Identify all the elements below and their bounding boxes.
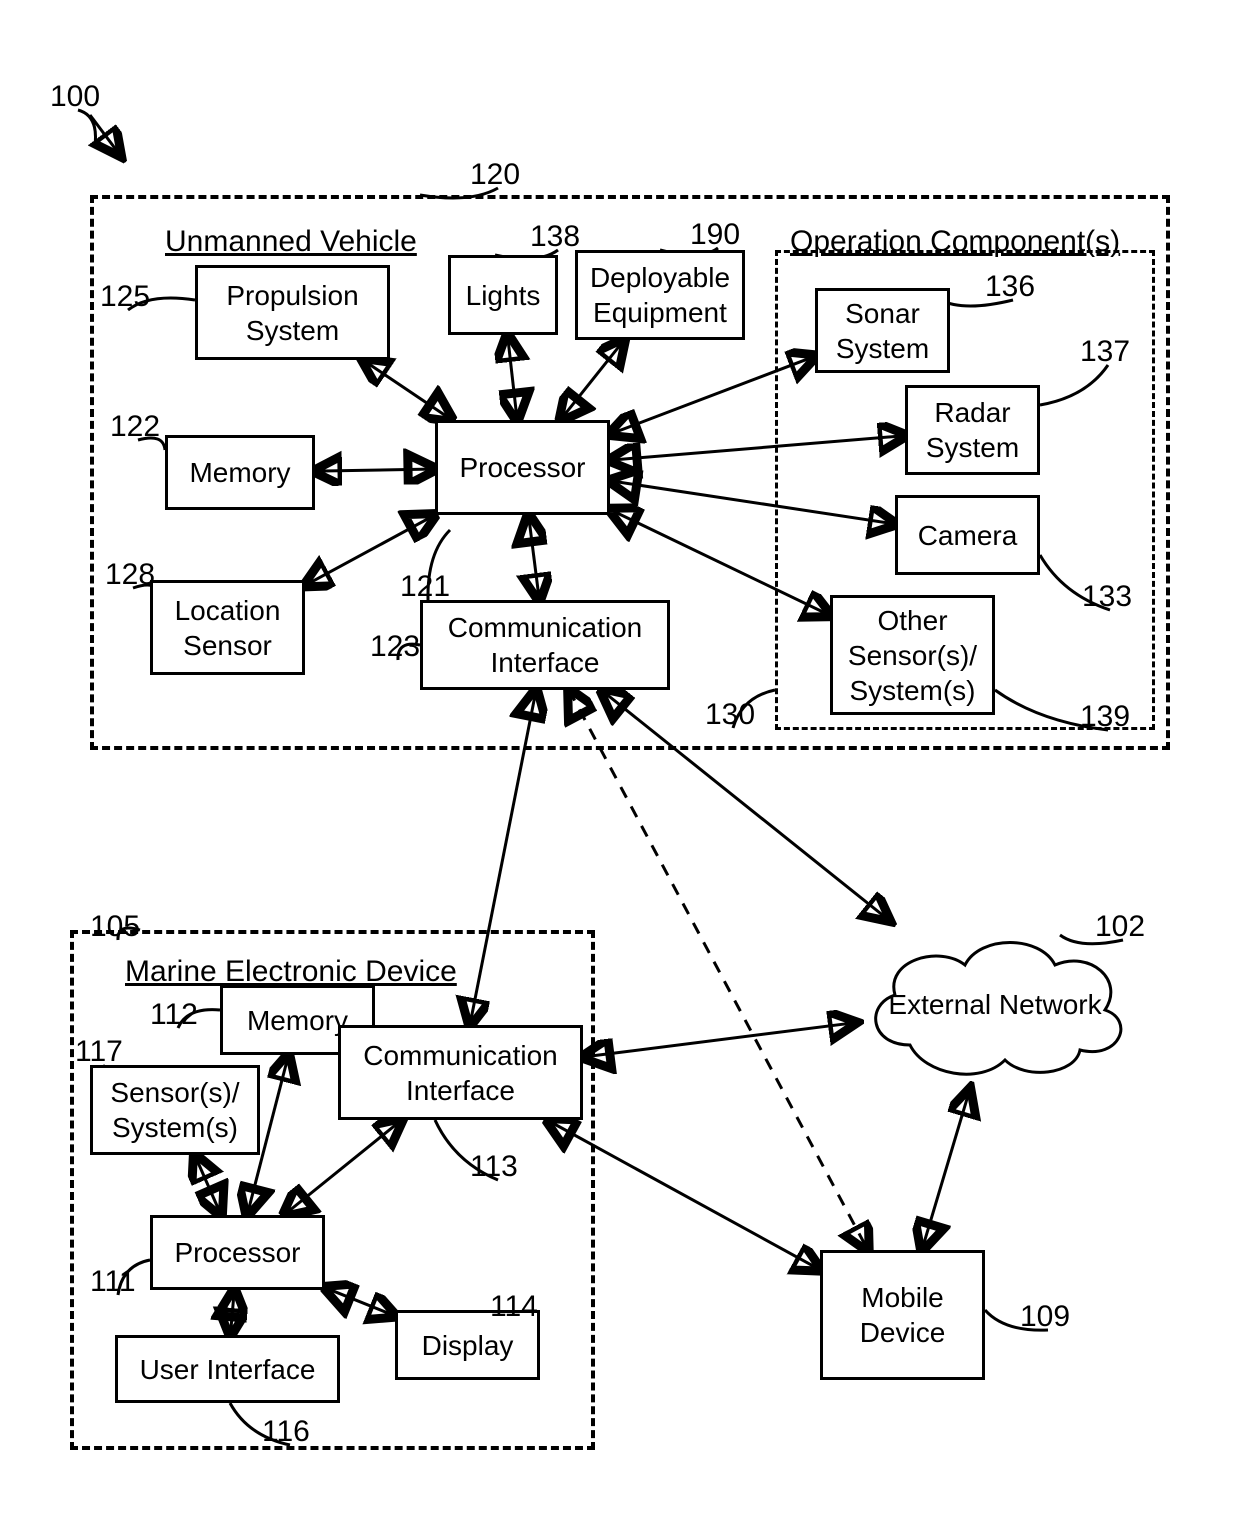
ref-121: 121	[400, 570, 450, 604]
med-comm-interface-box: CommunicationInterface	[338, 1025, 583, 1120]
sonar-system-box: SonarSystem	[815, 288, 950, 373]
ref-114: 114	[490, 1290, 538, 1324]
ref-116: 116	[262, 1415, 310, 1449]
location-sensor-box: LocationSensor	[150, 580, 305, 675]
ref-111: 111	[90, 1265, 136, 1299]
radar-system-box: RadarSystem	[905, 385, 1040, 475]
deployable-equipment-box: DeployableEquipment	[575, 250, 745, 340]
camera-box: Camera	[895, 495, 1040, 575]
uv-comm-interface-box: CommunicationInterface	[420, 600, 670, 690]
uv-memory-box: Memory	[165, 435, 315, 510]
user-interface-box: User Interface	[115, 1335, 340, 1403]
ref-105: 105	[90, 910, 140, 944]
marine-device-title: Marine Electronic Device	[125, 955, 457, 989]
unmanned-vehicle-title: Unmanned Vehicle	[165, 225, 417, 259]
ref-113: 113	[470, 1150, 518, 1184]
ref-123: 123	[370, 630, 420, 664]
ref-109: 109	[1020, 1300, 1070, 1334]
med-processor-box: Processor	[150, 1215, 325, 1290]
operation-components-title: Operation Component(s)	[790, 225, 1120, 259]
ref-137: 137	[1080, 335, 1130, 369]
ref-117: 117	[75, 1035, 123, 1069]
ref-122: 122	[110, 410, 160, 444]
ref-102: 102	[1095, 910, 1145, 944]
external-network-cloud: External Network	[855, 920, 1135, 1090]
propulsion-system-box: PropulsionSystem	[195, 265, 390, 360]
external-network-label: External Network	[855, 920, 1135, 1090]
diagram-canvas: Unmanned Vehicle Operation Component(s) …	[0, 0, 1240, 1540]
ref-190: 190	[690, 218, 740, 252]
med-sensors-box: Sensor(s)/System(s)	[90, 1065, 260, 1155]
ref-138: 138	[530, 220, 580, 254]
ref-139: 139	[1080, 700, 1130, 734]
ref-120: 120	[470, 158, 520, 192]
lights-box: Lights	[448, 255, 558, 335]
ref-112: 112	[150, 998, 198, 1032]
ref-125: 125	[100, 280, 150, 314]
ref-130: 130	[705, 698, 755, 732]
mobile-device-box: MobileDevice	[820, 1250, 985, 1380]
ref-100: 100	[50, 80, 100, 114]
ref-128: 128	[105, 558, 155, 592]
ref-136: 136	[985, 270, 1035, 304]
uv-processor-box: Processor	[435, 420, 610, 515]
ref-133: 133	[1082, 580, 1132, 614]
other-sensors-box: OtherSensor(s)/System(s)	[830, 595, 995, 715]
